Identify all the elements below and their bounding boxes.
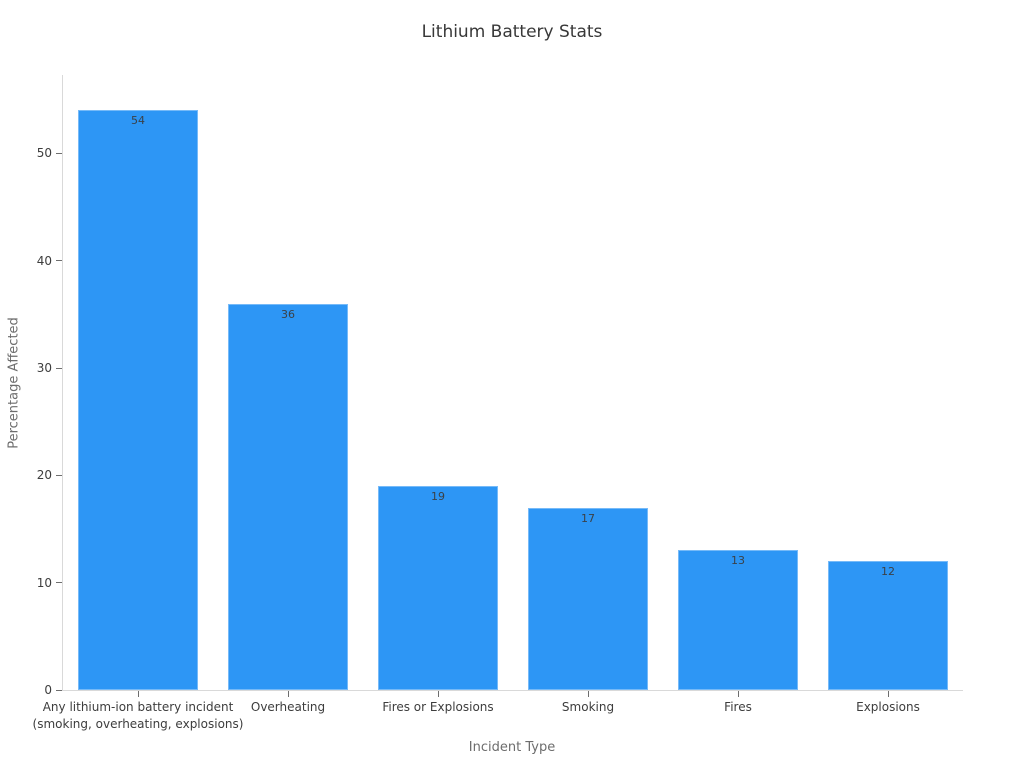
x-category-label: Any lithium-ion battery incident (smokin… bbox=[32, 700, 244, 732]
y-tick-mark bbox=[56, 260, 62, 262]
x-tick-mark bbox=[587, 691, 589, 697]
y-tick-mark bbox=[56, 689, 62, 691]
y-tick-mark bbox=[56, 367, 62, 369]
x-axis-title: Incident Type bbox=[468, 740, 556, 755]
y-tick-label: 10 bbox=[36, 575, 52, 590]
x-category-label: Smoking bbox=[561, 700, 615, 714]
x-category-label: Overheating bbox=[250, 700, 326, 714]
x-tick-mark bbox=[287, 691, 289, 697]
y-tick-label: 40 bbox=[36, 253, 52, 268]
bar-value-label: 19 bbox=[431, 490, 445, 504]
bar-value-label: 54 bbox=[131, 114, 145, 128]
y-tick-label: 30 bbox=[36, 361, 52, 375]
x-tick-mark bbox=[887, 691, 889, 697]
chart-title: Lithium Battery Stats bbox=[421, 22, 603, 42]
y-tick-mark bbox=[56, 474, 62, 476]
x-category-label: Fires bbox=[724, 700, 752, 714]
y-tick-mark bbox=[56, 152, 62, 154]
bar bbox=[678, 550, 798, 690]
y-tick-mark bbox=[56, 582, 62, 584]
y-tick-label: 50 bbox=[36, 146, 52, 161]
bar-value-label: 36 bbox=[281, 307, 295, 321]
x-category-label: Fires or Explosions bbox=[382, 700, 494, 714]
y-axis-title: Percentage Affected bbox=[6, 317, 22, 449]
bar bbox=[378, 486, 498, 690]
x-category-label: Explosions bbox=[856, 700, 920, 714]
y-tick-label: 0 bbox=[44, 683, 52, 697]
bar bbox=[78, 110, 198, 690]
plot-area: 0 10 20 30 40 50 54 Any lithium-ion battery inc… bbox=[33, 75, 963, 731]
x-tick-mark bbox=[137, 691, 139, 697]
bar-value-label: 17 bbox=[581, 511, 595, 525]
x-tick-mark bbox=[737, 691, 739, 697]
bar bbox=[228, 303, 348, 690]
bar-value-label: 12 bbox=[881, 565, 895, 579]
x-tick-mark bbox=[437, 691, 439, 697]
bar bbox=[528, 507, 648, 690]
bar-value-label: 13 bbox=[731, 554, 745, 568]
bar bbox=[828, 561, 948, 690]
y-tick-label: 20 bbox=[36, 468, 52, 483]
